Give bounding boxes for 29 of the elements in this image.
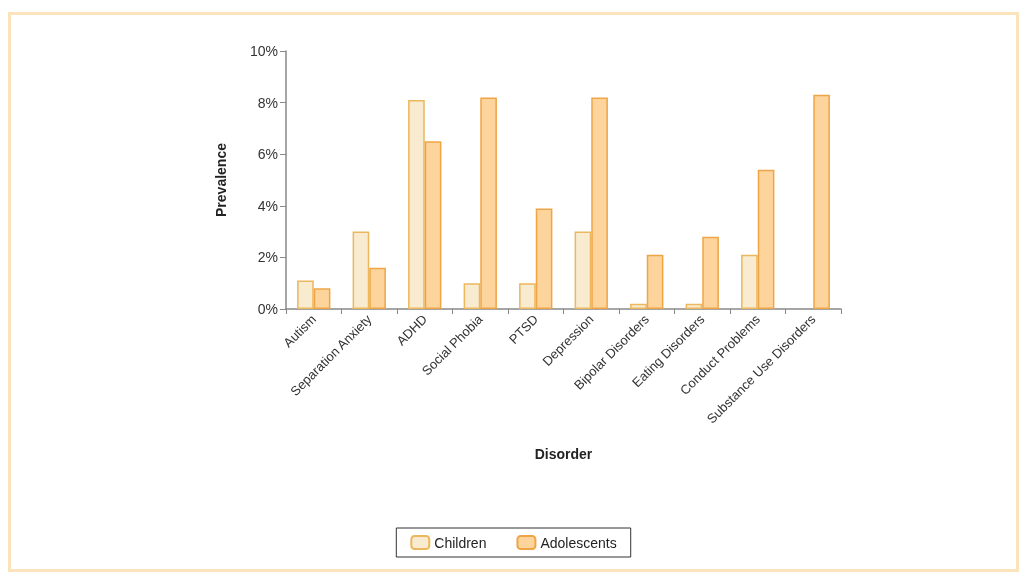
bar [369, 267, 386, 309]
bar [813, 94, 830, 309]
bar [646, 254, 664, 309]
bar [535, 208, 553, 309]
x-axis-title: Disorder [534, 446, 593, 462]
bar [630, 303, 647, 309]
bar [685, 303, 703, 309]
bar [574, 231, 592, 309]
bar [408, 100, 425, 309]
bar [702, 236, 719, 309]
bar [313, 288, 331, 309]
bar [757, 169, 775, 309]
y-tick-label: 8% [257, 94, 278, 111]
bar [480, 97, 497, 309]
bar [463, 283, 481, 309]
bar [591, 97, 608, 309]
bar [519, 283, 536, 309]
y-axis-title: Prevalence [213, 142, 229, 217]
y-tick-label: 4% [257, 197, 278, 214]
legend-label: Adolescents [540, 534, 617, 551]
legend-label: Children [434, 534, 487, 551]
bar [424, 141, 442, 309]
bar [741, 254, 758, 309]
bar [297, 280, 314, 309]
y-tick-label: 6% [257, 146, 278, 163]
y-tick-label: 10% [249, 43, 278, 59]
bar [352, 231, 370, 309]
y-tick-label: 0% [257, 301, 278, 317]
y-tick-label: 2% [257, 249, 278, 266]
